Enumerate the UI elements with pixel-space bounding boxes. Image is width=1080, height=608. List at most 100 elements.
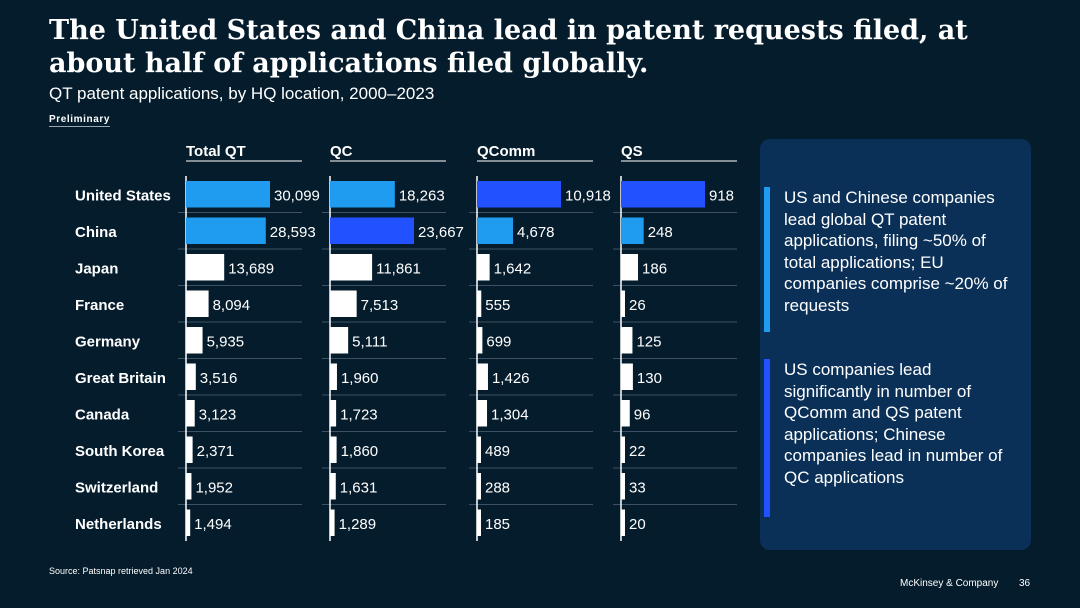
column-header: QComm bbox=[477, 143, 535, 160]
row-label: Netherlands bbox=[75, 516, 162, 533]
data-label: 23,667 bbox=[418, 224, 464, 241]
bar bbox=[621, 217, 644, 244]
bar bbox=[477, 363, 488, 390]
bar bbox=[186, 254, 225, 281]
bar bbox=[186, 473, 192, 500]
data-label: 20 bbox=[629, 516, 646, 533]
page-number: 36 bbox=[1019, 578, 1031, 589]
bar bbox=[186, 363, 196, 390]
slide-title: The United States and China lead in pate… bbox=[49, 15, 968, 79]
bar bbox=[186, 217, 266, 244]
bar bbox=[186, 436, 193, 463]
bar bbox=[621, 327, 633, 354]
row-label: South Korea bbox=[75, 443, 165, 460]
column-header: Total QT bbox=[186, 143, 246, 160]
bar bbox=[477, 473, 481, 500]
bar bbox=[477, 290, 482, 317]
data-label: 4,678 bbox=[517, 224, 555, 241]
bar bbox=[477, 181, 561, 208]
data-label: 185 bbox=[485, 516, 510, 533]
data-label: 28,593 bbox=[270, 224, 316, 241]
bar bbox=[477, 400, 488, 427]
bar bbox=[621, 363, 633, 390]
bar bbox=[330, 436, 337, 463]
data-label: 3,516 bbox=[200, 370, 238, 387]
preliminary-label: Preliminary bbox=[49, 114, 111, 127]
patent-bar-chart: United States China Japan France Germany Grea… bbox=[75, 143, 737, 541]
data-label: 1,723 bbox=[340, 406, 378, 423]
bar bbox=[621, 290, 625, 317]
bar bbox=[621, 509, 625, 536]
bar bbox=[330, 363, 337, 390]
bar bbox=[186, 327, 203, 354]
bar bbox=[330, 509, 335, 536]
row-label: Germany bbox=[75, 333, 141, 350]
row-label: Switzerland bbox=[75, 479, 158, 496]
row-label: Canada bbox=[75, 406, 130, 423]
bar bbox=[186, 509, 191, 536]
data-label: 2,371 bbox=[197, 443, 235, 460]
data-label: 3,123 bbox=[199, 406, 237, 423]
data-label: 1,860 bbox=[341, 443, 379, 460]
data-label: 125 bbox=[636, 333, 661, 350]
data-label: 918 bbox=[709, 187, 734, 204]
row-label: Japan bbox=[75, 260, 118, 277]
row-label: Great Britain bbox=[75, 370, 166, 387]
bar bbox=[330, 400, 337, 427]
data-label: 5,935 bbox=[207, 333, 245, 350]
takeaway-note-2: US companies lead significantly in numbe… bbox=[764, 359, 1019, 517]
slide-subtitle: QT patent applications, by HQ location, … bbox=[49, 84, 435, 103]
bar bbox=[477, 254, 490, 281]
bar bbox=[621, 473, 625, 500]
bar bbox=[186, 181, 270, 208]
bar bbox=[186, 400, 195, 427]
data-label: 8,094 bbox=[213, 297, 251, 314]
source-note: Source: Patsnap retrieved Jan 2024 bbox=[49, 566, 193, 576]
data-label: 248 bbox=[648, 224, 673, 241]
bar bbox=[186, 290, 209, 317]
data-label: 10,918 bbox=[565, 187, 611, 204]
bar bbox=[330, 327, 349, 354]
bar bbox=[330, 254, 373, 281]
bar bbox=[477, 509, 481, 536]
data-label: 11,861 bbox=[376, 260, 421, 277]
data-label: 489 bbox=[485, 443, 510, 460]
data-label: 1,426 bbox=[492, 370, 530, 387]
data-label: 18,263 bbox=[399, 187, 445, 204]
data-label: 22 bbox=[629, 443, 646, 460]
bar bbox=[621, 254, 639, 281]
data-label: 30,099 bbox=[274, 187, 320, 204]
bar bbox=[330, 181, 395, 208]
data-label: 1,304 bbox=[491, 406, 529, 423]
data-label: 1,631 bbox=[340, 479, 378, 496]
bar bbox=[621, 400, 630, 427]
data-label: 1,960 bbox=[341, 370, 379, 387]
row-label: China bbox=[75, 224, 117, 241]
data-label: 1,494 bbox=[194, 516, 232, 533]
bar bbox=[330, 473, 336, 500]
data-label: 96 bbox=[634, 406, 651, 423]
takeaway-text-2: US companies lead significantly in numbe… bbox=[784, 360, 1003, 487]
bar bbox=[330, 217, 414, 244]
brand-name: McKinsey & Company bbox=[900, 578, 999, 589]
row-label: France bbox=[75, 297, 124, 314]
takeaway-accent-bar-2 bbox=[764, 359, 770, 517]
data-label: 130 bbox=[637, 370, 662, 387]
row-label: United States bbox=[75, 187, 171, 204]
column-header: QS bbox=[621, 143, 643, 160]
data-label: 13,689 bbox=[228, 260, 274, 277]
takeaway-accent-bar-1 bbox=[764, 187, 770, 332]
takeaway-note-1: US and Chinese companies lead global QT … bbox=[764, 187, 1019, 332]
data-label: 26 bbox=[629, 297, 646, 314]
data-label: 288 bbox=[485, 479, 510, 496]
data-label: 1,952 bbox=[195, 479, 233, 496]
bar bbox=[477, 217, 513, 244]
column-header: QC bbox=[330, 143, 353, 160]
bar bbox=[330, 290, 357, 317]
takeaway-text-1: US and Chinese companies lead global QT … bbox=[784, 188, 1008, 315]
bar bbox=[477, 436, 481, 463]
data-label: 1,642 bbox=[494, 260, 532, 277]
bar bbox=[621, 436, 625, 463]
bar bbox=[621, 181, 705, 208]
data-label: 7,513 bbox=[361, 297, 399, 314]
